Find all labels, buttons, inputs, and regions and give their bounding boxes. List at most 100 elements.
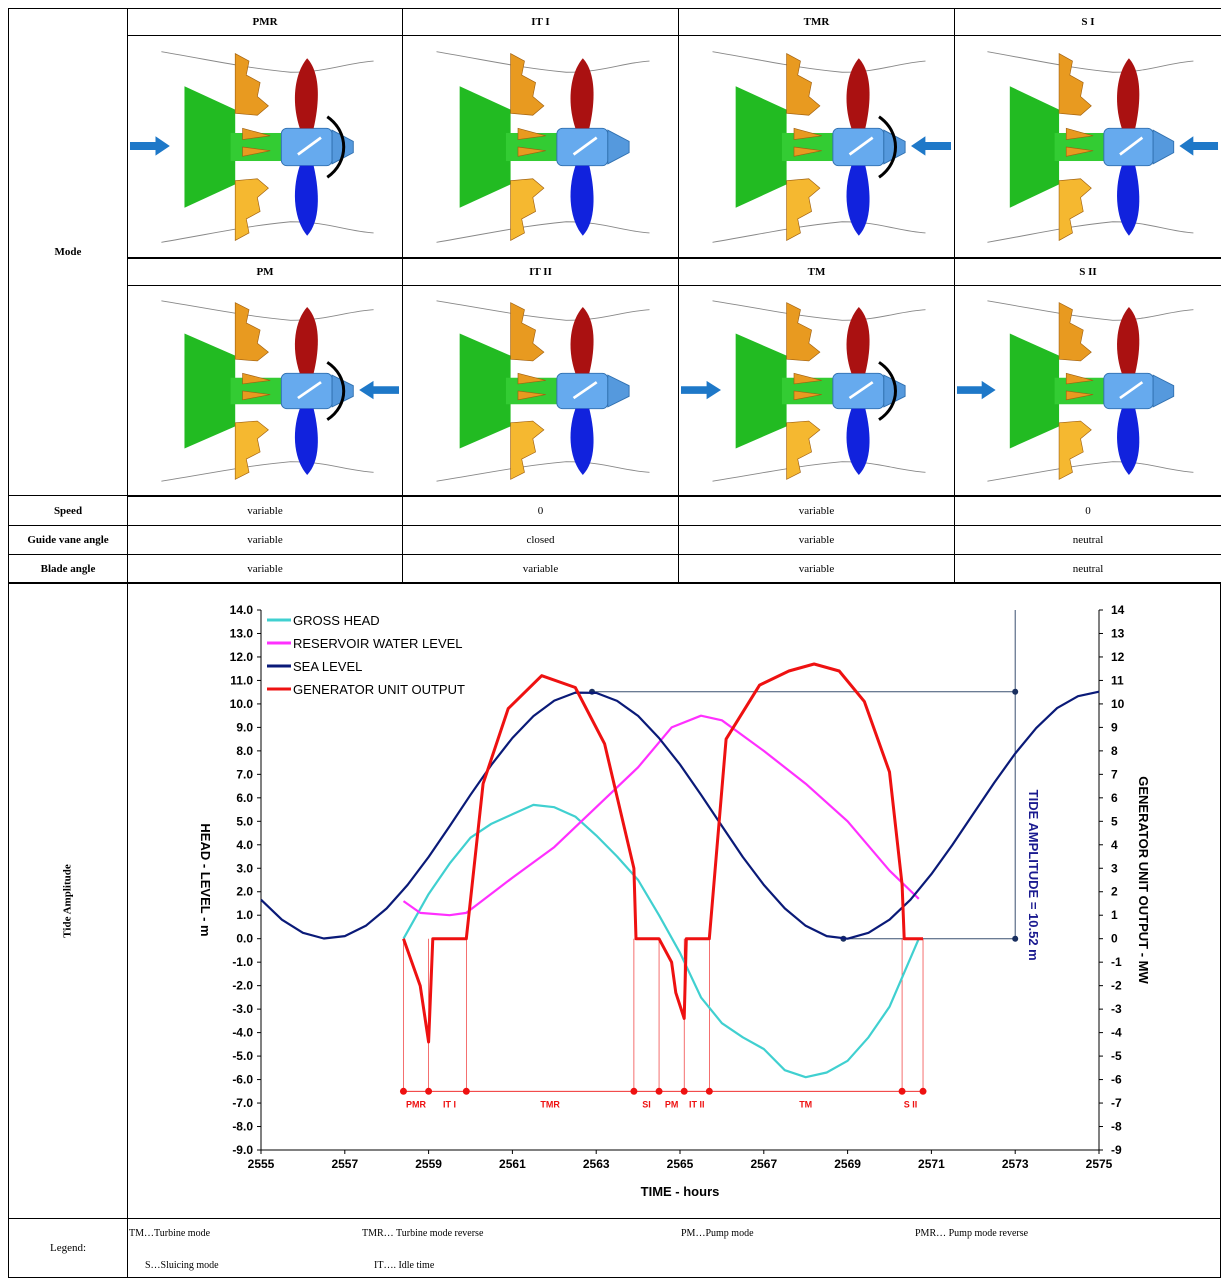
- x-tick-label: 2563: [583, 1157, 610, 1171]
- y2-tick-label: 0: [1111, 932, 1118, 946]
- y-tick-label: 12.0: [230, 650, 254, 664]
- mode-marker: [920, 1088, 927, 1095]
- x-tick-label: 2571: [918, 1157, 945, 1171]
- mode-marker: [899, 1088, 906, 1095]
- y-tick-label: 7.0: [236, 767, 253, 781]
- series-line: [404, 664, 924, 1042]
- mode-marker: [630, 1088, 637, 1095]
- y-tick-label: 10.0: [230, 697, 254, 711]
- mode-header: S II: [954, 257, 1221, 286]
- mode-label: Mode: [8, 8, 128, 496]
- mode-label: PMR: [406, 1099, 427, 1109]
- y-tick-label: -8.0: [232, 1120, 253, 1134]
- mode-image: [402, 285, 679, 497]
- y-tick-label: 13.0: [230, 626, 254, 640]
- y-tick-label: 8.0: [236, 744, 253, 758]
- mode-header: S I: [954, 8, 1221, 36]
- row-value: variable: [127, 495, 403, 526]
- y2-axis-label: GENERATOR UNIT OUTPUT - MW: [1136, 776, 1151, 984]
- legend-label: SEA LEVEL: [293, 659, 362, 674]
- turbine-illustration: [679, 286, 954, 496]
- row-value: 0: [954, 495, 1221, 526]
- mode-image: [127, 285, 403, 497]
- mode-label: IT I: [443, 1099, 456, 1109]
- turbine-illustration: [679, 36, 954, 258]
- x-tick-label: 2567: [750, 1157, 777, 1171]
- legend-item: PM…Pump mode: [681, 1228, 754, 1239]
- legend-item: TM…Turbine mode: [129, 1228, 210, 1239]
- turbine-illustration: [128, 286, 402, 496]
- x-tick-label: 2557: [331, 1157, 358, 1171]
- legend-label: RESERVOIR WATER LEVEL: [293, 636, 463, 651]
- y2-tick-label: -1: [1111, 955, 1122, 969]
- mode-label: S II: [904, 1099, 918, 1109]
- row-value: 0: [402, 495, 679, 526]
- row-value: variable: [678, 525, 955, 555]
- mode-label: IT II: [689, 1099, 705, 1109]
- y-tick-label: 9.0: [236, 720, 253, 734]
- mode-label: TMR: [540, 1099, 560, 1109]
- x-tick-label: 2569: [834, 1157, 861, 1171]
- mode-marker: [425, 1088, 432, 1095]
- mode-marker: [706, 1088, 713, 1095]
- y-axis-label: HEAD - LEVEL - m: [198, 823, 213, 936]
- y2-tick-label: 8: [1111, 744, 1118, 758]
- mode-image: [678, 285, 955, 497]
- turbine-illustration: [955, 286, 1221, 496]
- mode-label-text: Mode: [55, 246, 82, 258]
- tide-amplitude-point: [1012, 936, 1018, 942]
- legend-cell: [127, 1218, 1221, 1278]
- x-axis-label: TIME - hours: [641, 1184, 720, 1199]
- row-label: Blade angle: [8, 554, 128, 584]
- y2-tick-label: 1: [1111, 908, 1118, 922]
- y-tick-label: 3.0: [236, 861, 253, 875]
- x-tick-label: 2559: [415, 1157, 442, 1171]
- legend-label-text: Legend:: [50, 1242, 86, 1254]
- mode-header: PMR: [127, 8, 403, 36]
- row-value: variable: [127, 554, 403, 584]
- y2-tick-label: 4: [1111, 838, 1118, 852]
- y-tick-label: 0.0: [236, 932, 253, 946]
- y2-tick-label: 7: [1111, 767, 1118, 781]
- legend-item: IT…. Idle time: [374, 1260, 434, 1271]
- mode-label: TM: [799, 1099, 812, 1109]
- chart-row-label-text: Tide Amplitude: [62, 864, 74, 937]
- mode-header: IT II: [402, 257, 679, 286]
- y-tick-label: 4.0: [236, 838, 253, 852]
- row-value: closed: [402, 525, 679, 555]
- row-label: Guide vane angle: [8, 525, 128, 555]
- legend-item: S…Sluicing mode: [145, 1260, 219, 1271]
- y-tick-label: 2.0: [236, 885, 253, 899]
- x-tick-label: 2575: [1086, 1157, 1113, 1171]
- y-tick-label: -5.0: [232, 1049, 253, 1063]
- mode-header: IT I: [402, 8, 679, 36]
- row-value: variable: [127, 525, 403, 555]
- row-label: Speed: [8, 495, 128, 526]
- mode-marker: [463, 1088, 470, 1095]
- mode-label: SI: [642, 1099, 651, 1109]
- mode-image: [127, 35, 403, 259]
- y2-tick-label: -9: [1111, 1143, 1122, 1157]
- row-value: variable: [678, 495, 955, 526]
- y-tick-label: 6.0: [236, 791, 253, 805]
- x-tick-label: 2561: [499, 1157, 526, 1171]
- turbine-illustration: [403, 286, 678, 496]
- turbine-illustration: [403, 36, 678, 258]
- y2-tick-label: 3: [1111, 861, 1118, 875]
- y2-tick-label: -3: [1111, 1002, 1122, 1016]
- mode-header: TM: [678, 257, 955, 286]
- legend-label: GENERATOR UNIT OUTPUT: [293, 682, 465, 697]
- mode-header: TMR: [678, 8, 955, 36]
- legend-label: Legend:: [8, 1218, 128, 1278]
- y2-tick-label: -7: [1111, 1096, 1122, 1110]
- mode-image: [678, 35, 955, 259]
- y-tick-label: 11.0: [230, 673, 253, 687]
- turbine-illustration: [955, 36, 1221, 258]
- mode-marker: [681, 1088, 688, 1095]
- y2-tick-label: 12: [1111, 650, 1125, 664]
- mode-image: [954, 285, 1221, 497]
- y-tick-label: 5.0: [236, 814, 253, 828]
- row-value: neutral: [954, 525, 1221, 555]
- y2-tick-label: 5: [1111, 814, 1118, 828]
- mode-image: [954, 35, 1221, 259]
